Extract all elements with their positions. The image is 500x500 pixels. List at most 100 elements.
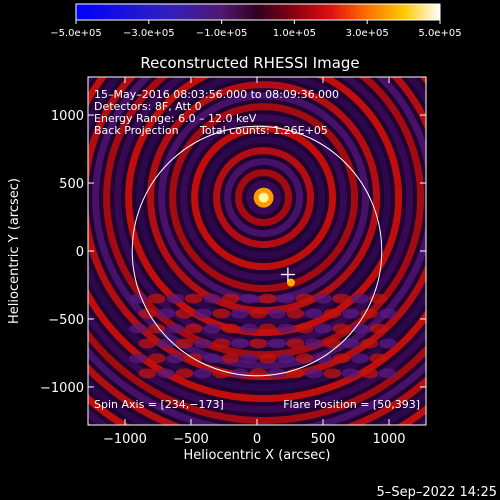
fringe-blob xyxy=(350,353,369,364)
fringe-blob xyxy=(341,338,360,349)
fringe-blob xyxy=(258,293,277,304)
fringe-blob xyxy=(295,293,314,304)
colorbar-tick-label: −5.0e+05 xyxy=(50,28,102,39)
x-tick-label: −500 xyxy=(173,432,209,447)
colorbar xyxy=(75,3,441,21)
x-tick-label: 500 xyxy=(311,432,336,447)
fringe-blob xyxy=(332,323,351,334)
fringe-blob xyxy=(258,353,277,364)
fringe-blobs xyxy=(129,293,397,379)
fringe-blob xyxy=(147,293,166,304)
fringe-blob xyxy=(240,323,259,334)
date-stamp: 5–Sep–2022 14:25 xyxy=(377,485,497,500)
fringe-blob xyxy=(156,308,175,319)
annotation-line: Energy Range: 6.0 – 12.0 keV xyxy=(94,112,257,125)
fringe-blob xyxy=(369,353,388,364)
x-tick-label: 0 xyxy=(253,432,261,447)
solar-limb-circle xyxy=(131,125,383,377)
fringe-blob xyxy=(350,293,369,304)
fringe-blob xyxy=(323,338,342,349)
fringe-blob xyxy=(295,323,314,334)
fringe-blob xyxy=(203,323,222,334)
fringe-blob xyxy=(332,353,351,364)
fringe-ring xyxy=(88,329,426,425)
fringe-blob xyxy=(230,308,249,319)
fringe-blob xyxy=(360,338,379,349)
fringe-blob xyxy=(314,323,333,334)
fringe-blob xyxy=(166,353,185,364)
fringe-blob xyxy=(267,368,286,379)
x-axis-ticks xyxy=(124,77,390,425)
fringe-blob xyxy=(156,338,175,349)
fringe-blob xyxy=(212,368,231,379)
colorbar-tick-label: −1.0e+05 xyxy=(196,28,248,39)
flare-position-label: Flare Position = [50,393] xyxy=(283,398,420,411)
fringe-ring xyxy=(213,147,315,249)
fringe-blob xyxy=(203,353,222,364)
fringe-blob xyxy=(138,308,157,319)
fringe-blob xyxy=(314,293,333,304)
fringe-blob xyxy=(341,308,360,319)
fringe-blob xyxy=(193,308,212,319)
fringe-ring xyxy=(202,136,326,260)
fringe-ring xyxy=(92,77,426,370)
colorbar-ticks xyxy=(75,20,441,24)
y-tick-label: −1000 xyxy=(40,381,84,396)
fringe-blob xyxy=(129,293,148,304)
fringe-blob xyxy=(360,368,379,379)
fringe-blob xyxy=(129,353,148,364)
fringe-ring xyxy=(235,169,293,227)
fringe-ring xyxy=(88,77,426,403)
fringe-blob xyxy=(286,338,305,349)
fringe-blob xyxy=(249,368,268,379)
fringe-blob xyxy=(378,338,397,349)
fringe-ring xyxy=(246,180,282,216)
fringe-blob xyxy=(304,308,323,319)
colorbar-tick-label: −3.0e+05 xyxy=(123,28,175,39)
fringe-blob xyxy=(249,308,268,319)
spin-axis-label: Spin Axis = [234,−173] xyxy=(94,398,224,411)
fringe-blob xyxy=(230,368,249,379)
fringe-blob xyxy=(341,368,360,379)
fringe-ring xyxy=(88,77,426,392)
fringe-blob xyxy=(350,323,369,334)
annotation-line: Detectors: 8F, Att 0 xyxy=(94,100,202,113)
flare-source-core xyxy=(258,192,269,203)
fringe-blob xyxy=(323,368,342,379)
fringe-blob xyxy=(230,338,249,349)
x-tick-label: −1000 xyxy=(103,432,147,447)
y-tick-label: 0 xyxy=(76,245,84,260)
colorbar-tick-label: 5.0e+05 xyxy=(418,28,461,39)
y-tick-label: 500 xyxy=(59,177,84,192)
secondary-source xyxy=(286,278,295,287)
y-tick-label: −500 xyxy=(48,313,84,328)
fringe-blob xyxy=(203,293,222,304)
colorbar-tick-label: 3.0e+05 xyxy=(346,28,389,39)
fringe-blob xyxy=(175,368,194,379)
fringe-blob xyxy=(212,308,231,319)
fringe-blob xyxy=(221,353,240,364)
fringe-blob xyxy=(277,353,296,364)
x-axis-label: Heliocentric X (arcsec) xyxy=(184,448,331,463)
y-axis-label: Heliocentric Y (arcsec) xyxy=(7,178,22,324)
fringe-ring xyxy=(169,103,359,293)
fringe-blob xyxy=(378,368,397,379)
chart-title: Reconstructed RHESSI Image xyxy=(140,54,359,72)
colorbar-labels: −5.0e+05 −3.0e+05 −1.0e+05 1.0e+05 3.0e+05 5.… xyxy=(50,28,461,39)
fringe-blob xyxy=(286,308,305,319)
fringe-blob xyxy=(166,323,185,334)
fringe-blob xyxy=(295,353,314,364)
fringe-blob xyxy=(175,338,194,349)
spin-axis-marker xyxy=(280,267,295,287)
fringe-blob xyxy=(193,338,212,349)
x-axis-tick-labels: −1000 −500 0 500 1000 xyxy=(103,432,406,447)
fringe-blob xyxy=(249,338,268,349)
fringe-blob xyxy=(369,293,388,304)
x-tick-label: 1000 xyxy=(372,432,405,447)
observation-annotations: 15–May–2016 08:03:56.000 to 08:09:36.000… xyxy=(94,88,339,137)
fringe-blob xyxy=(277,323,296,334)
fringe-blob xyxy=(378,308,397,319)
colorbar-tick-label: 1.0e+05 xyxy=(273,28,316,39)
